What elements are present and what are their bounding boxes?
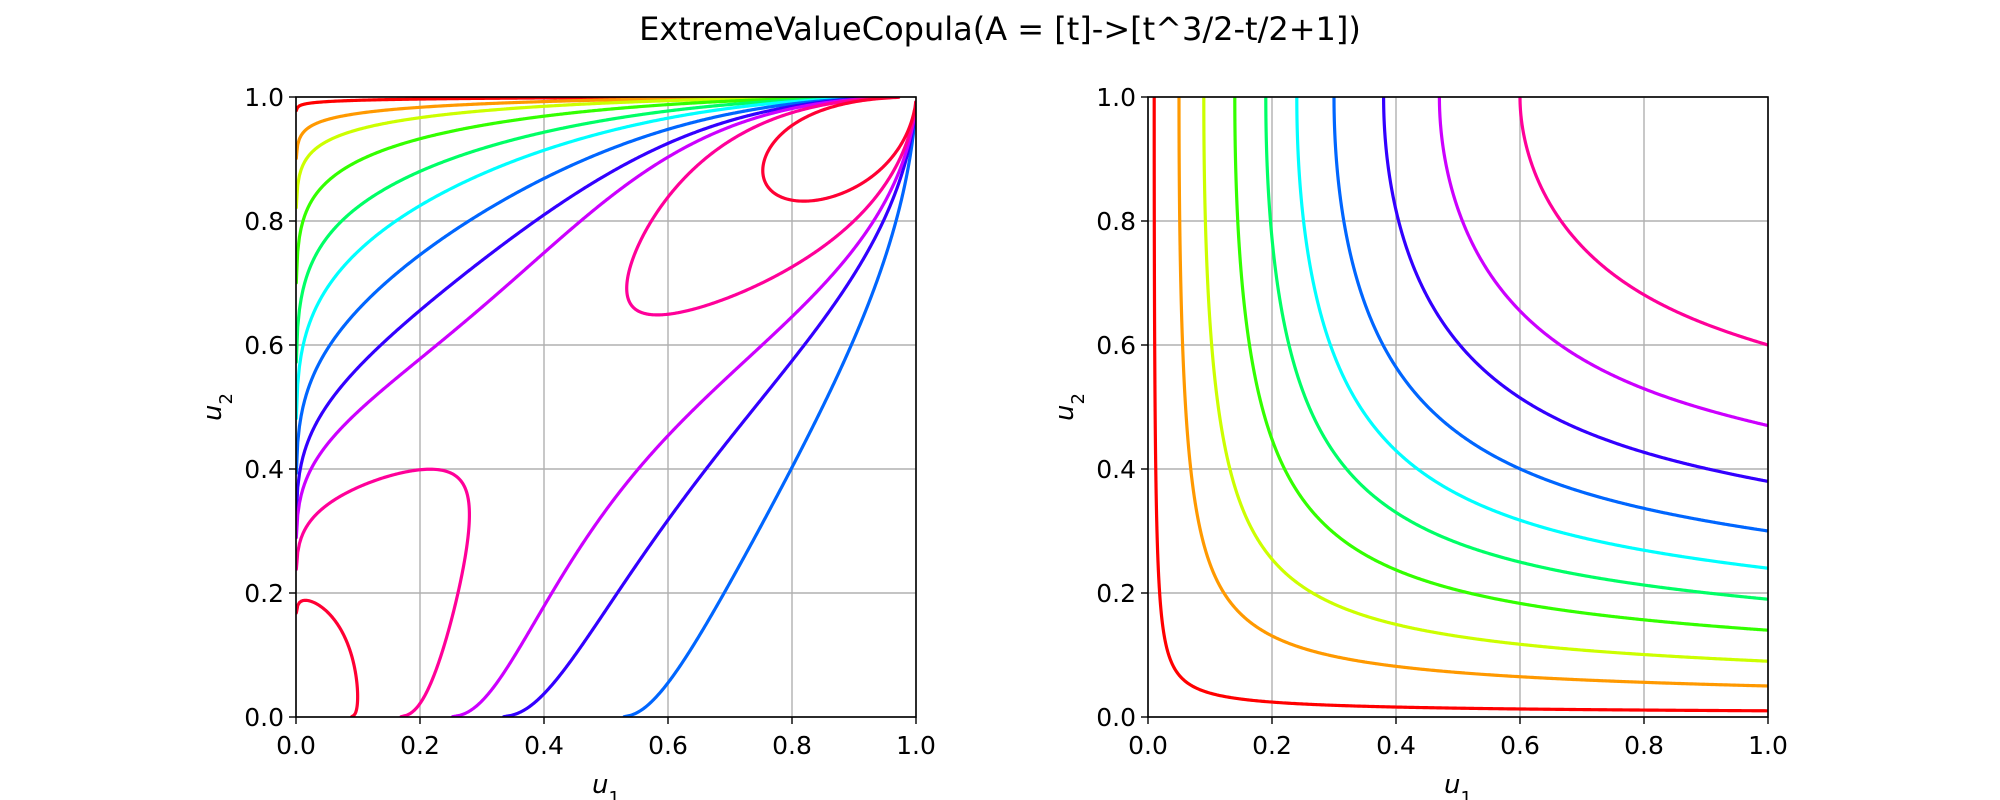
left-panel-ylabel: u2 (198, 393, 237, 421)
right-panel-xtick-label: 0.2 (1252, 731, 1292, 760)
right-panel-contours (1152, 97, 1768, 713)
left-panel-xlabel: u1 (592, 770, 620, 800)
right-panel-contour-level-3 (1233, 97, 1768, 632)
left-panel-ytick-label: 0.0 (244, 703, 284, 732)
panel-right-cdf-contour: 0.0 0.2 0.4 0.6 0.8 1.0 0.0 0.2 0.4 0.6 0.8 1.0 u1 u2 (1050, 83, 1788, 800)
right-panel-xtick-label: 1.0 (1748, 731, 1788, 760)
right-panel-xlabel: u1 (1444, 770, 1472, 800)
left-panel-ytick-label: 0.4 (244, 455, 284, 484)
left-panel-contour-level-5 (296, 97, 885, 420)
right-panel-ytick-label: 0.2 (1096, 579, 1136, 608)
left-panel-xtick-label: 0.8 (772, 731, 812, 760)
left-panel-contours (296, 97, 916, 717)
right-panel-contour-level-2 (1202, 97, 1768, 663)
left-panel-ytick-label: 0.6 (244, 331, 284, 360)
left-panel-axes-frame (295, 96, 917, 718)
right-panel-contour-level-6 (1332, 97, 1768, 533)
left-panel-contour-level-6 (296, 97, 916, 717)
right-panel-contour-level-5 (1295, 97, 1768, 570)
figure-title: ExtremeValueCopula(A = [t]->[t^3/2-t/2+1… (639, 10, 1361, 48)
right-panel-xtick-label: 0.4 (1376, 731, 1416, 760)
right-panel-contour-level-1 (1177, 97, 1768, 688)
right-panel-contour-level-9 (1518, 97, 1768, 347)
left-panel-xtick-label: 1.0 (896, 731, 936, 760)
right-panel-contour-level-4 (1264, 97, 1768, 601)
right-panel-contour-level-0 (1152, 97, 1768, 713)
left-panel-xtick-label: 0.2 (400, 731, 440, 760)
right-panel-ytick-label: 0.4 (1096, 455, 1136, 484)
right-panel-axes-frame (1147, 96, 1769, 718)
right-panel-ytick-label: 0.6 (1096, 331, 1136, 360)
right-panel-ylabel: u2 (1050, 393, 1089, 421)
left-panel-ytick-label: 0.8 (244, 207, 284, 236)
right-panel-xtick-label: 0.6 (1500, 731, 1540, 760)
left-panel-xtick-label: 0.6 (648, 731, 688, 760)
right-panel-contour-level-7 (1382, 97, 1768, 483)
right-panel-contour-level-8 (1437, 97, 1768, 428)
right-panel-xtick-label: 0.8 (1624, 731, 1664, 760)
left-panel-ytick-label: 0.2 (244, 579, 284, 608)
panel-left-density-contour: 0.0 0.2 0.4 0.6 0.8 1.0 0.0 0.2 0.4 0.6 0.8 1.0 u1 u2 (198, 83, 936, 800)
right-panel-xtick-label: 0.0 (1128, 731, 1168, 760)
left-panel-xtick-label: 0.0 (276, 731, 316, 760)
left-panel-xtick-label: 0.4 (524, 731, 564, 760)
right-panel-ytick-label: 0.0 (1096, 703, 1136, 732)
right-panel-ytick-label: 0.8 (1096, 207, 1136, 236)
right-panel-ytick-label: 1.0 (1096, 83, 1136, 112)
left-panel-ytick-label: 1.0 (244, 83, 284, 112)
